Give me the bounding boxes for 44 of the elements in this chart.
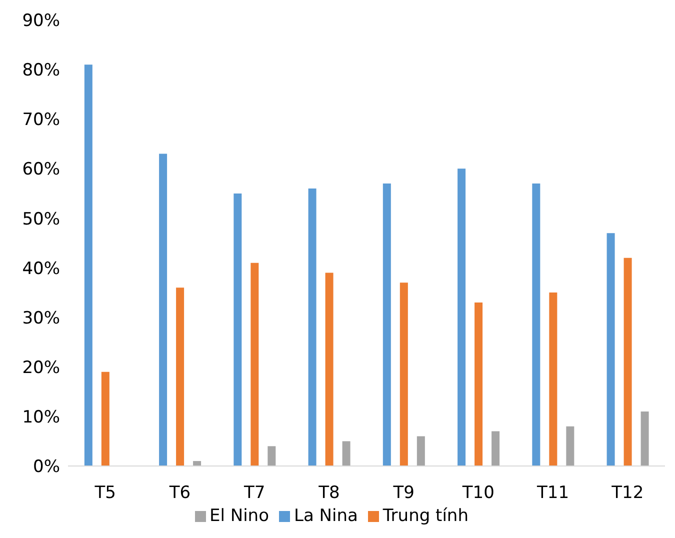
x-tick-label: T5	[94, 483, 116, 504]
bar	[492, 431, 500, 466]
x-tick-label: T12	[610, 483, 644, 504]
bar	[250, 262, 259, 466]
y-tick-label: 50%	[22, 209, 60, 230]
y-tick-label: 0%	[33, 457, 60, 478]
bar	[84, 64, 92, 466]
bar	[640, 411, 649, 466]
x-tick-label: T11	[536, 483, 570, 504]
x-tick-label: T7	[242, 483, 266, 504]
bar	[624, 258, 632, 466]
bar	[606, 233, 615, 466]
bar	[382, 184, 391, 466]
bar	[532, 184, 540, 466]
y-tick-label: 60%	[22, 160, 60, 180]
bar	[176, 288, 184, 466]
y-tick-label: 30%	[22, 308, 60, 328]
y-tick-label: 80%	[22, 60, 60, 81]
bar	[342, 441, 350, 466]
y-tick-label: 10%	[22, 407, 60, 428]
bar	[268, 446, 276, 466]
legend-label: Trung tính	[382, 506, 468, 526]
bar	[566, 426, 574, 466]
bar	[400, 282, 408, 466]
bar	[549, 292, 558, 466]
bar	[193, 461, 202, 466]
bar	[416, 436, 425, 466]
bar	[458, 168, 466, 466]
x-tick-label: T10	[461, 483, 494, 504]
y-tick-label: 90%	[22, 11, 60, 32]
bar	[159, 154, 168, 466]
legend-label: La Nina	[294, 506, 358, 526]
y-tick-label: 70%	[22, 110, 60, 130]
y-tick-label: 20%	[22, 358, 60, 378]
bar	[474, 302, 483, 466]
bar	[308, 188, 316, 466]
x-tick-label: T6	[168, 483, 191, 504]
y-tick-label: 40%	[22, 258, 60, 279]
bar	[101, 372, 110, 466]
x-tick-label: T8	[318, 483, 340, 504]
x-tick-label: T9	[392, 483, 414, 504]
bar	[325, 272, 334, 466]
bar	[234, 193, 242, 466]
legend-label: El Nino	[210, 506, 269, 526]
